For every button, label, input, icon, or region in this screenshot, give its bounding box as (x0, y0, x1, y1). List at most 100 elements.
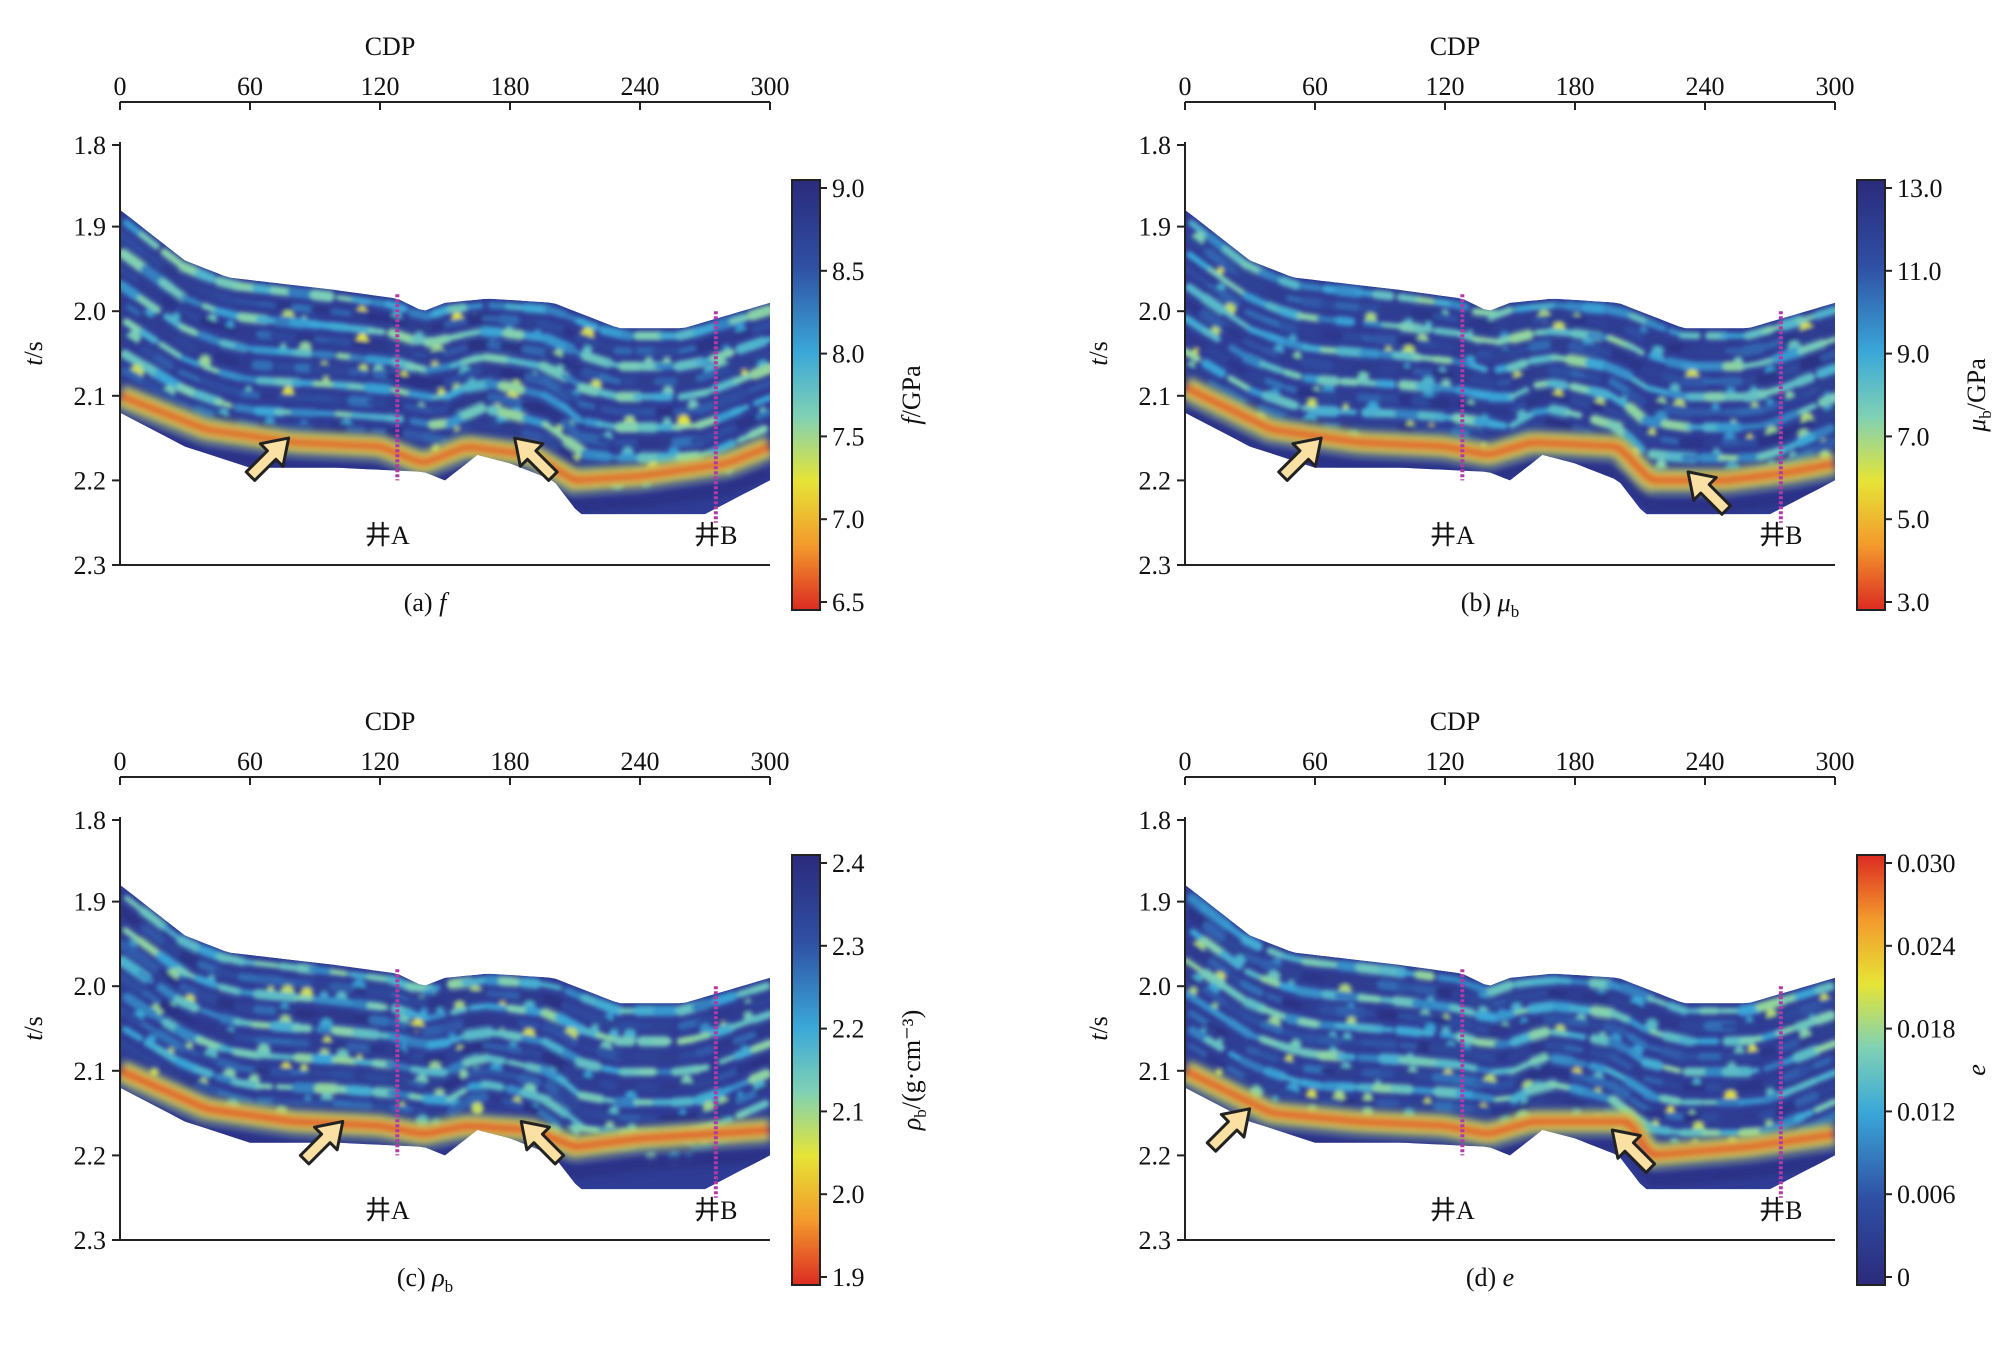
x-tick-label: 0 (114, 747, 127, 776)
colorbar-tick-label: 1.9 (832, 1263, 865, 1292)
x-tick-label: 60 (237, 747, 263, 776)
x-tick-label: 180 (1556, 747, 1595, 776)
annotation-arrow-1 (513, 436, 559, 482)
annotation-arrow-1 (1610, 1128, 1657, 1174)
panel-caption: (a) f (404, 588, 450, 617)
y-tick-label: 2.1 (1139, 382, 1172, 411)
colorbar-tick-label: 8.5 (832, 257, 865, 286)
annotation-arrow-0 (1277, 436, 1323, 482)
colorbar-tick-label: 0.030 (1897, 849, 1956, 878)
well-label-1: 井B (694, 1196, 737, 1225)
x-tick-label: 60 (1302, 72, 1328, 101)
x-tick-label: 240 (1686, 72, 1725, 101)
x-tick-label: 120 (1426, 747, 1465, 776)
colorbar-tick-label: 9.0 (1897, 340, 1930, 369)
section-image (120, 884, 770, 1190)
x-tick-label: 0 (1179, 72, 1192, 101)
y-tick-label: 1.9 (74, 213, 107, 242)
y-tick-label: 1.9 (1139, 888, 1172, 917)
colorbar-tick-label: 2.0 (832, 1180, 865, 1209)
well-label-0: 井A (365, 1196, 410, 1225)
y-axis-title: t/s (19, 1016, 48, 1041)
colorbar-tick-label: 2.1 (832, 1097, 865, 1126)
y-tick-label: 1.9 (1139, 213, 1172, 242)
y-tick-label: 2.1 (74, 1057, 107, 1086)
x-tick-label: 180 (491, 72, 530, 101)
panel-caption: (b) μb (1461, 588, 1519, 621)
annotation-arrow-0 (1205, 1107, 1252, 1153)
colorbar-tick-label: 7.5 (832, 422, 865, 451)
y-axis-title: t/s (1084, 1016, 1113, 1041)
colorbar-tick-label: 0.012 (1897, 1097, 1956, 1126)
chart-panel-1: 井A 井B 0 60 120 180 240 300 CDP 1.8 1.9 2.0 2.1 2.2 2.3… (1084, 32, 1995, 621)
y-tick-label: 2.0 (74, 297, 107, 326)
x-axis-title: CDP (365, 707, 416, 736)
y-tick-label: 2.1 (1139, 1057, 1172, 1086)
y-tick-label: 2.1 (74, 382, 107, 411)
colorbar-tick-label: 6.5 (832, 588, 865, 617)
y-tick-label: 1.8 (1139, 806, 1172, 835)
well-label-1: 井B (694, 521, 737, 550)
y-tick-label: 1.8 (74, 806, 107, 835)
colorbar-tick-label: 0.006 (1897, 1180, 1956, 1209)
y-tick-label: 2.3 (74, 551, 107, 580)
well-label-0: 井A (365, 521, 410, 550)
x-tick-label: 120 (361, 72, 400, 101)
colorbar-tick-label: 7.0 (1897, 422, 1930, 451)
colorbar-tick-label: 11.0 (1897, 257, 1942, 286)
colorbar-tick-label: 2.2 (832, 1015, 865, 1044)
well-label-0: 井A (1430, 1196, 1475, 1225)
colorbar-title: ρb/(g·cm⁻³) (897, 1010, 930, 1131)
colorbar-tick-label: 2.4 (832, 849, 865, 878)
x-tick-label: 180 (491, 747, 530, 776)
colorbar-tick-label: 2.3 (832, 932, 865, 961)
x-tick-label: 300 (1816, 747, 1855, 776)
annotation-arrow-0 (298, 1120, 345, 1166)
x-tick-label: 300 (1816, 72, 1855, 101)
x-tick-label: 60 (1302, 747, 1328, 776)
x-tick-label: 0 (114, 72, 127, 101)
y-tick-label: 2.0 (1139, 972, 1172, 1001)
colorbar (791, 854, 821, 1286)
annotation-arrow-1 (519, 1120, 566, 1166)
colorbar-tick-label: 13.0 (1897, 174, 1943, 203)
well-label-0: 井A (1430, 521, 1475, 550)
x-tick-label: 120 (361, 747, 400, 776)
x-axis-title: CDP (1430, 707, 1481, 736)
colorbar-tick-label: 8.0 (832, 340, 865, 369)
well-label-1: 井B (1759, 521, 1802, 550)
colorbar-tick-label: 0.018 (1897, 1015, 1956, 1044)
x-tick-label: 300 (751, 72, 790, 101)
y-tick-label: 2.3 (74, 1226, 107, 1255)
colorbar-tick-label: 0 (1897, 1263, 1910, 1292)
chart-panel-3: 井A 井B 0 60 120 180 240 300 CDP 1.8 1.9 2.0 2.1 2.2 2.3… (1084, 707, 1991, 1292)
y-axis-title: t/s (1084, 341, 1113, 366)
y-tick-label: 2.2 (74, 466, 107, 495)
x-tick-label: 240 (621, 747, 660, 776)
section-image (1185, 884, 1835, 1190)
colorbar (791, 179, 821, 611)
colorbar-title: f/GPa (897, 365, 926, 425)
y-tick-label: 2.0 (1139, 297, 1172, 326)
panel-caption: (c) ρb (397, 1263, 453, 1296)
y-tick-label: 1.8 (74, 131, 107, 160)
y-tick-label: 2.3 (1139, 1226, 1172, 1255)
colorbar-tick-label: 0.024 (1897, 932, 1956, 961)
x-tick-label: 300 (751, 747, 790, 776)
y-axis-title: t/s (19, 341, 48, 366)
y-tick-label: 2.3 (1139, 551, 1172, 580)
colorbar-tick-label: 5.0 (1897, 505, 1930, 534)
annotation-arrow-1 (1686, 470, 1732, 516)
well-label-1: 井B (1759, 1196, 1802, 1225)
x-tick-label: 60 (237, 72, 263, 101)
x-tick-label: 0 (1179, 747, 1192, 776)
y-tick-label: 2.2 (1139, 1141, 1172, 1170)
colorbar-tick-label: 7.0 (832, 505, 865, 534)
x-tick-label: 240 (1686, 747, 1725, 776)
colorbar (1856, 179, 1886, 611)
y-tick-label: 2.2 (1139, 466, 1172, 495)
x-tick-label: 240 (621, 72, 660, 101)
colorbar (1856, 854, 1886, 1286)
y-tick-label: 1.9 (74, 888, 107, 917)
